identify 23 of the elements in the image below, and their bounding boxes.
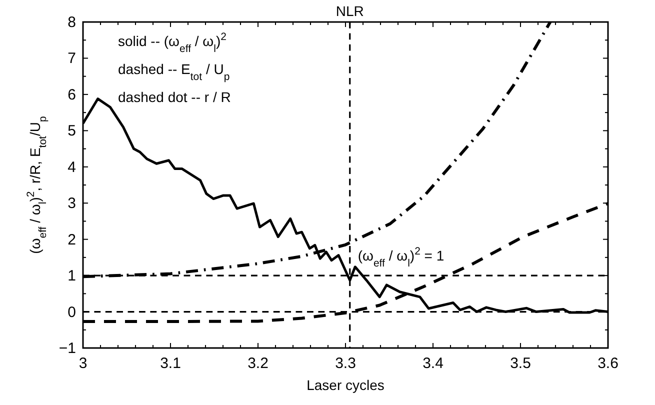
- y-tick-label: 3: [68, 195, 76, 212]
- y-tick-label: 2: [68, 231, 76, 248]
- ref-line-label: NLR: [336, 3, 364, 19]
- x-tick-label: 3.1: [160, 355, 181, 372]
- y-tick-label: 1: [68, 268, 76, 285]
- annotation: dashed -- E$_{tot}$ / U$_{p}$: [118, 61, 230, 83]
- annotation: solid -- (ω$_{eff}$ / ω$_{l}$)$^{2}$: [118, 31, 227, 55]
- y-tick-label: 6: [68, 86, 76, 104]
- x-tick-label: 3.2: [248, 355, 268, 372]
- y-tick-label: −1: [58, 340, 76, 357]
- y-tick-label: 8: [68, 14, 76, 31]
- y-tick-label: 7: [68, 50, 76, 68]
- x-tick-label: 3: [78, 355, 88, 372]
- x-tick-label: 3.3: [335, 355, 356, 372]
- annotation: dashed dot -- r / R: [118, 89, 231, 105]
- y-tick-label: 4: [68, 158, 76, 176]
- y-tick-label: 0: [68, 304, 76, 321]
- ref-line-label: (ω$_{eff}$ / ω$_{l}$)$^{2}$ = 1: [358, 246, 444, 270]
- x-axis-title: Laser cycles: [306, 377, 384, 393]
- y-tick-label: 5: [68, 122, 76, 140]
- x-tick-label: 3.4: [422, 355, 444, 372]
- x-tick-label: 3.6: [598, 355, 618, 372]
- x-tick-label: 3.5: [510, 355, 531, 372]
